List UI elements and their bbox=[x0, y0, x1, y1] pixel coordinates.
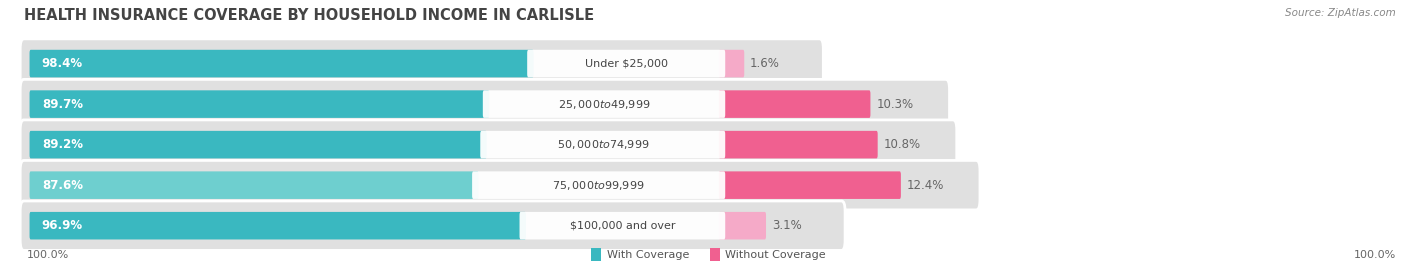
Text: 89.2%: 89.2% bbox=[42, 138, 83, 151]
FancyBboxPatch shape bbox=[718, 50, 744, 77]
FancyBboxPatch shape bbox=[527, 50, 725, 77]
Text: 87.6%: 87.6% bbox=[42, 179, 83, 192]
Text: 100.0%: 100.0% bbox=[1354, 250, 1396, 260]
Text: $25,000 to $49,999: $25,000 to $49,999 bbox=[558, 98, 650, 111]
Text: 98.4%: 98.4% bbox=[42, 57, 83, 70]
Text: With Coverage: With Coverage bbox=[607, 250, 689, 260]
Text: Without Coverage: Without Coverage bbox=[725, 250, 825, 260]
Text: $50,000 to $74,999: $50,000 to $74,999 bbox=[557, 138, 650, 151]
FancyBboxPatch shape bbox=[20, 160, 980, 210]
FancyBboxPatch shape bbox=[520, 212, 725, 239]
FancyBboxPatch shape bbox=[718, 171, 901, 199]
Text: 3.1%: 3.1% bbox=[772, 219, 801, 232]
Text: 100.0%: 100.0% bbox=[27, 250, 69, 260]
FancyBboxPatch shape bbox=[30, 171, 478, 199]
FancyBboxPatch shape bbox=[20, 120, 956, 169]
Text: 1.6%: 1.6% bbox=[751, 57, 780, 70]
FancyBboxPatch shape bbox=[30, 131, 486, 158]
FancyBboxPatch shape bbox=[482, 90, 725, 118]
Text: $100,000 and over: $100,000 and over bbox=[569, 221, 675, 231]
Text: Source: ZipAtlas.com: Source: ZipAtlas.com bbox=[1285, 8, 1396, 18]
FancyBboxPatch shape bbox=[20, 39, 824, 88]
FancyBboxPatch shape bbox=[710, 248, 720, 261]
FancyBboxPatch shape bbox=[718, 90, 870, 118]
Text: 96.9%: 96.9% bbox=[42, 219, 83, 232]
Text: 12.4%: 12.4% bbox=[907, 179, 943, 192]
Text: 10.3%: 10.3% bbox=[876, 98, 914, 111]
FancyBboxPatch shape bbox=[30, 50, 534, 77]
FancyBboxPatch shape bbox=[481, 131, 725, 158]
FancyBboxPatch shape bbox=[30, 90, 489, 118]
Text: Under $25,000: Under $25,000 bbox=[585, 59, 668, 69]
Text: 10.8%: 10.8% bbox=[883, 138, 921, 151]
Text: HEALTH INSURANCE COVERAGE BY HOUSEHOLD INCOME IN CARLISLE: HEALTH INSURANCE COVERAGE BY HOUSEHOLD I… bbox=[24, 8, 593, 23]
Text: $75,000 to $99,999: $75,000 to $99,999 bbox=[553, 179, 645, 192]
Text: 89.7%: 89.7% bbox=[42, 98, 83, 111]
FancyBboxPatch shape bbox=[718, 131, 877, 158]
FancyBboxPatch shape bbox=[20, 201, 845, 250]
FancyBboxPatch shape bbox=[592, 248, 602, 261]
FancyBboxPatch shape bbox=[20, 79, 949, 129]
FancyBboxPatch shape bbox=[718, 212, 766, 239]
FancyBboxPatch shape bbox=[472, 171, 725, 199]
FancyBboxPatch shape bbox=[30, 212, 526, 239]
